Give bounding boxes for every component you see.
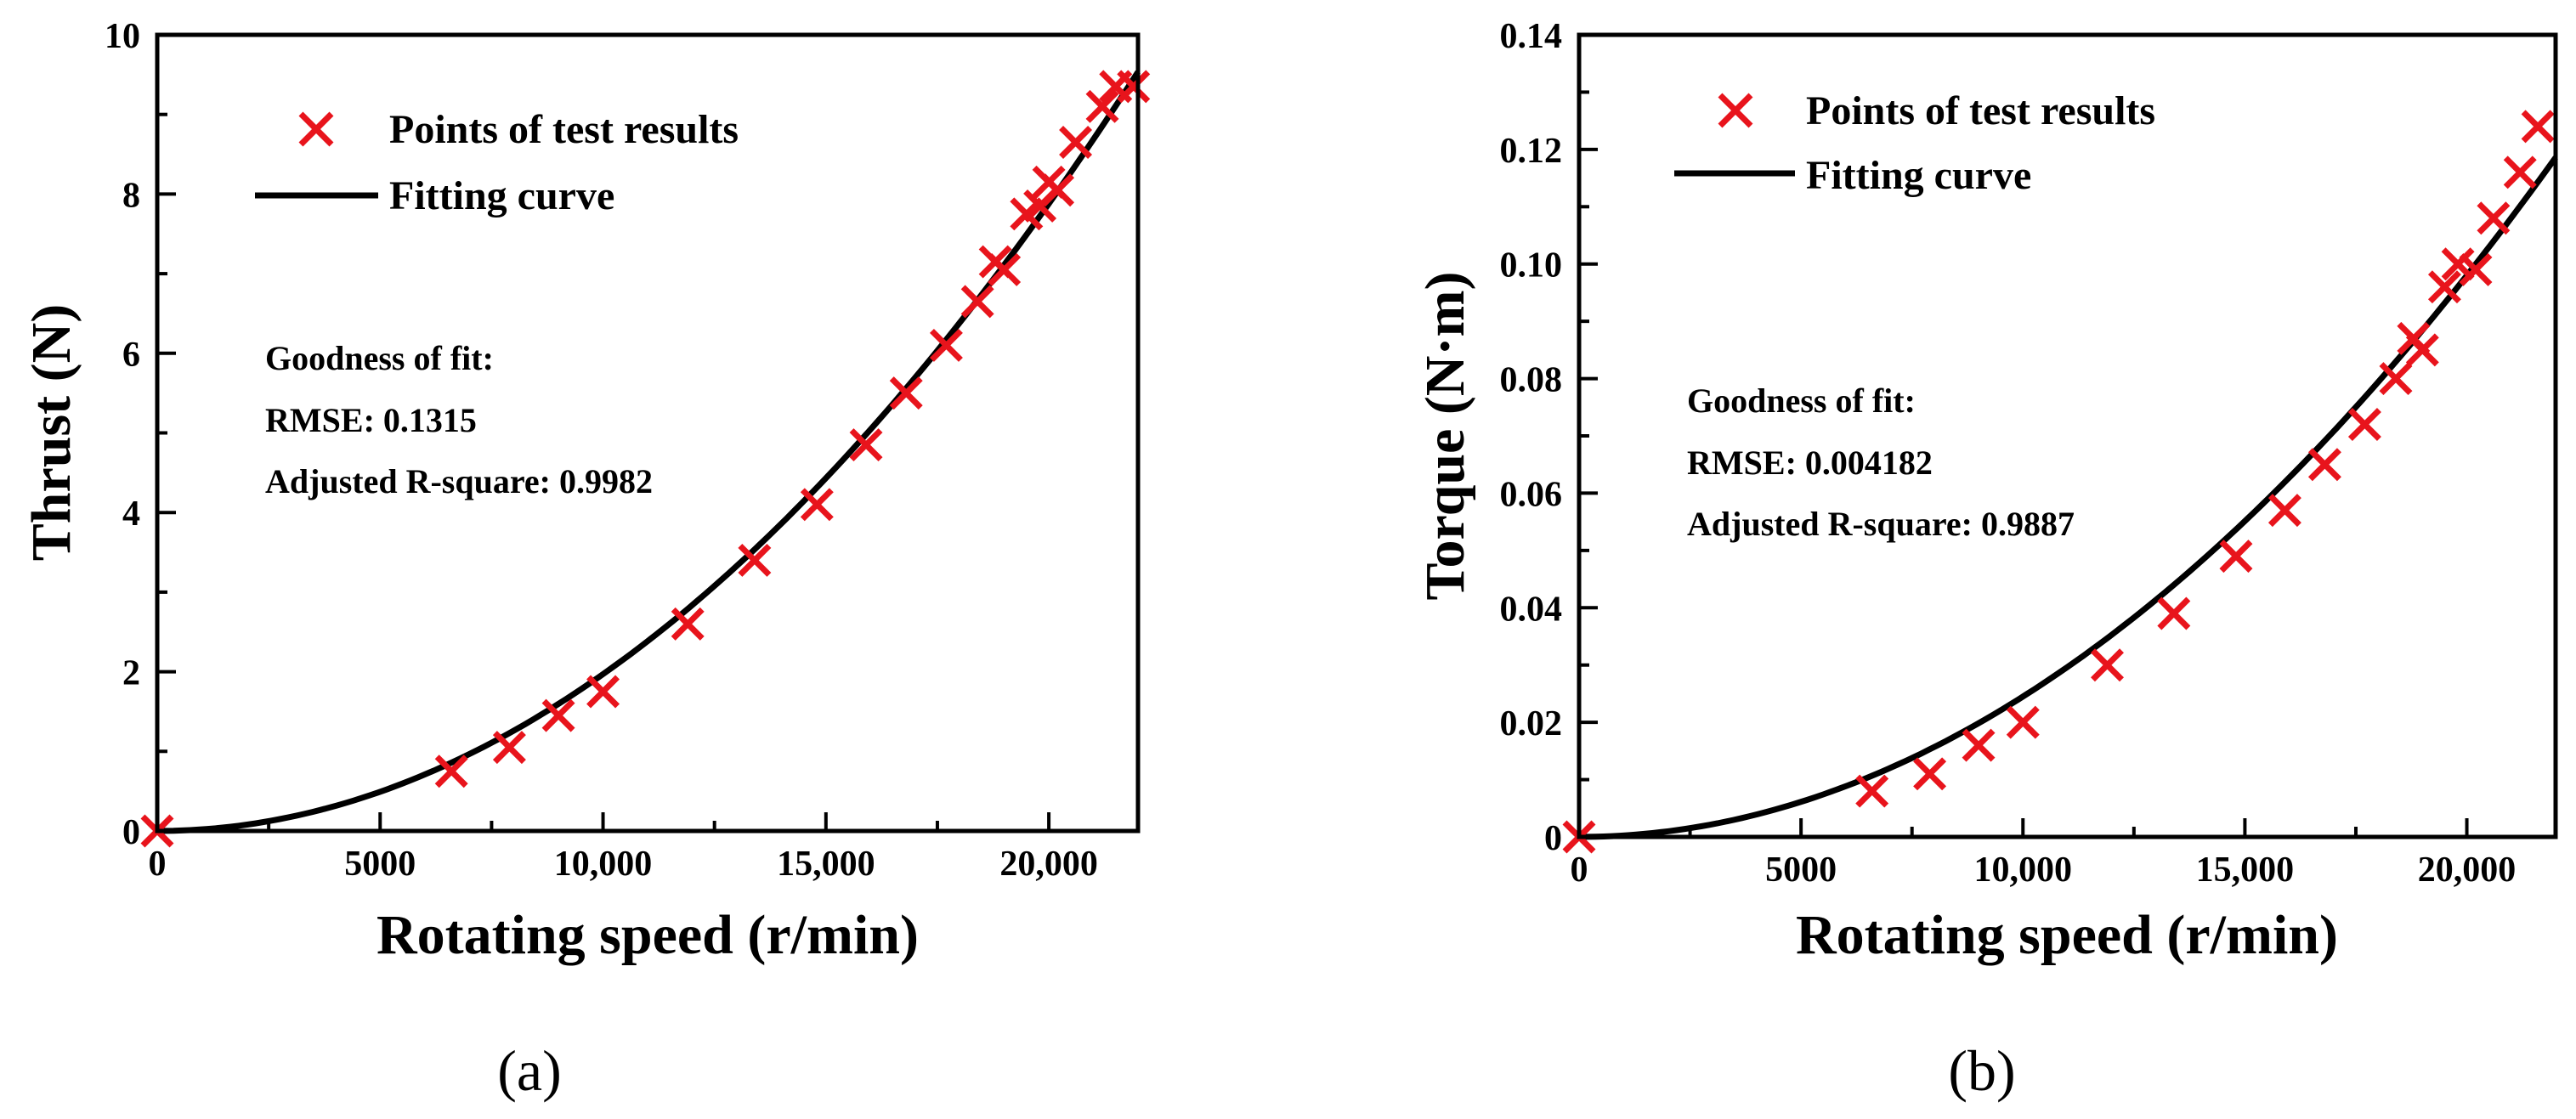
data-point-marker (492, 731, 526, 765)
x-tick-label: 5000 (1765, 851, 1837, 890)
y-tick-label: 0 (1544, 819, 1562, 858)
annotation-rmse: RMSE: 0.1315 (265, 401, 477, 439)
y-tick-label: 8 (122, 176, 140, 215)
data-point-marker (2307, 448, 2341, 482)
x-tick-label: 0 (149, 845, 167, 884)
x-tick-label: 10,000 (1974, 851, 2073, 890)
data-point-marker (800, 488, 834, 522)
data-point-marker (541, 698, 575, 732)
data-point-marker (2157, 596, 2191, 630)
data-point-marker (2459, 252, 2493, 286)
y-tick-label: 4 (122, 495, 140, 534)
x-tick-label: 20,000 (2418, 851, 2517, 890)
data-point-marker (1962, 728, 1996, 762)
legend-thrust: Points of test results Fitting curve (255, 107, 739, 218)
data-point-marker (2477, 201, 2511, 235)
data-point-marker (2347, 408, 2381, 441)
data-point-marker (1085, 89, 1119, 123)
goodness-of-fit-annotation: Goodness of fit: RMSE: 0.1315 Adjusted R… (265, 339, 653, 500)
annotation-r-square: Adjusted R-square: 0.9887 (1687, 505, 2075, 543)
y-tick-label: 0.08 (1500, 361, 1563, 400)
test-points-torque (1562, 110, 2555, 854)
data-point-marker (1855, 774, 1889, 808)
y-tick-label: 0 (122, 813, 140, 852)
chart-panel-torque: 0 5000 10,000 15,000 20,000 0 0.02 0.04 0.06 0.08… (1414, 17, 2558, 1103)
data-point-marker (2379, 362, 2413, 396)
annotation-title: Goodness of fit: (265, 339, 494, 377)
chart-panel-thrust: 0 5000 10,000 15,000 20,000 0 2 4 6 8 10 Thrust (N… (20, 17, 1151, 1103)
data-point-marker (1913, 757, 1947, 791)
legend-marker-icon (298, 111, 334, 147)
plot-frame-thrust (155, 32, 1141, 834)
x-axis-title-torque: Rotating speed (r/min) (1796, 904, 2338, 966)
legend-curve-label: Fitting curve (1806, 153, 2031, 198)
y-tick-label: 0.04 (1500, 590, 1563, 629)
annotation-r-square: Adjusted R-square: 0.9982 (265, 462, 653, 500)
panel-label-b: (b) (1948, 1038, 2015, 1103)
data-point-marker (2091, 648, 2124, 682)
data-point-marker (434, 754, 468, 788)
fitting-curve-thrust (156, 70, 1141, 834)
legend-points-label: Points of test results (1806, 88, 2155, 133)
data-point-marker (2267, 494, 2301, 528)
y-tick-label: 0.06 (1500, 475, 1563, 514)
fitting-curve-torque (1578, 155, 2558, 840)
y-tick-label: 0.10 (1500, 246, 1563, 285)
data-point-marker (929, 328, 963, 362)
test-points-thrust (140, 70, 1151, 848)
x-tick-label: 15,000 (777, 845, 875, 884)
x-tick-label: 10,000 (554, 845, 653, 884)
annotation-title: Goodness of fit: (1687, 381, 1916, 420)
y-tick-label: 10 (105, 17, 140, 56)
data-point-marker (586, 675, 620, 709)
data-point-marker (2441, 247, 2475, 281)
data-point-marker (1117, 70, 1151, 104)
data-point-marker (2219, 540, 2253, 574)
y-axis-title-torque: Torque (N·m) (1414, 272, 1476, 601)
y-tick-label: 2 (122, 654, 140, 693)
data-point-marker (738, 543, 772, 577)
legend-curve-label: Fitting curve (389, 173, 614, 218)
data-point-marker (2503, 155, 2537, 189)
y-tick-label: 0.02 (1500, 704, 1563, 743)
tick-labels-torque: 0 5000 10,000 15,000 20,000 0 0.02 0.04 0.06 0.08… (1500, 17, 2517, 890)
x-tick-label: 20,000 (999, 845, 1098, 884)
y-tick-label: 0.14 (1500, 17, 1563, 56)
y-tick-label: 0.12 (1500, 132, 1563, 171)
data-point-marker (2405, 333, 2439, 367)
x-tick-label: 0 (1571, 851, 1588, 890)
data-point-marker (2427, 270, 2461, 304)
x-tick-label: 5000 (344, 845, 416, 884)
y-tick-label: 6 (122, 336, 140, 375)
data-point-marker (988, 252, 1022, 286)
goodness-of-fit-annotation: Goodness of fit: RMSE: 0.004182 Adjusted… (1687, 381, 2075, 543)
legend-marker-icon (1718, 93, 1753, 128)
panel-label-a: (a) (497, 1038, 561, 1103)
x-tick-label: 15,000 (2196, 851, 2295, 890)
data-point-marker (671, 607, 705, 641)
x-axis-title-thrust: Rotating speed (r/min) (376, 904, 919, 966)
data-point-marker (889, 376, 923, 410)
data-point-marker (960, 285, 994, 319)
data-point-marker (2521, 110, 2555, 144)
y-axis-title-thrust: Thrust (N) (20, 304, 82, 562)
tick-labels-thrust: 0 5000 10,000 15,000 20,000 0 2 4 6 8 10 (105, 17, 1098, 884)
plot-frame-torque (1577, 32, 2558, 839)
data-point-marker (849, 428, 883, 462)
data-point-marker (2006, 705, 2040, 739)
data-point-marker (1041, 173, 1075, 207)
legend-torque: Points of test results Fitting curve (1674, 88, 2155, 198)
legend-points-label: Points of test results (389, 107, 739, 152)
annotation-rmse: RMSE: 0.004182 (1687, 444, 1933, 482)
data-point-marker (1059, 126, 1093, 159)
